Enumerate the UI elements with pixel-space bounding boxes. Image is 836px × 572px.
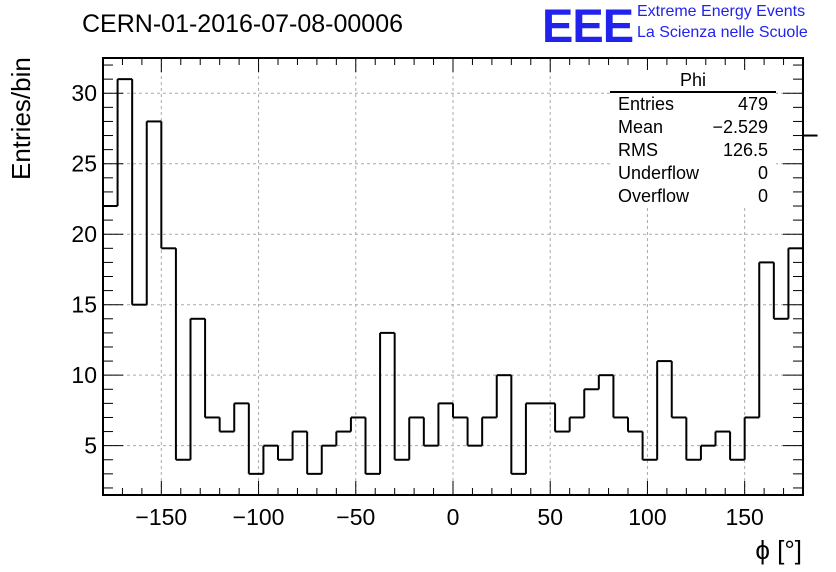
stats-row-overflow: Overflow 0 <box>610 185 776 208</box>
stats-value: 0 <box>757 163 768 183</box>
stats-value: 0 <box>757 186 768 206</box>
x-tick-label: 0 <box>447 504 460 530</box>
run-title: CERN-01-2016-07-08-00006 <box>82 10 404 38</box>
stats-label: Mean <box>618 117 664 137</box>
x-tick-label: 100 <box>628 504 666 530</box>
x-tick-label: −150 <box>135 504 187 530</box>
y-tick-label: 30 <box>71 80 97 106</box>
eee-logo: EEE <box>542 0 634 52</box>
x-tick-label: 150 <box>725 504 763 530</box>
x-tick-label: −50 <box>336 504 375 530</box>
x-tick-label: 50 <box>537 504 563 530</box>
stats-row-underflow: Underflow 0 <box>610 162 776 185</box>
stats-value: 479 <box>737 94 768 114</box>
x-tick-label: −100 <box>233 504 285 530</box>
stats-label: Overflow <box>618 186 690 206</box>
stats-value: −2.529 <box>712 117 768 137</box>
stats-row-rms: RMS 126.5 <box>610 139 776 162</box>
y-tick-label: 10 <box>71 362 97 388</box>
stats-row-entries: Entries 479 <box>610 93 776 116</box>
logo-subtitle-2: La Scienza nelle Scuole <box>637 24 808 41</box>
x-axis-label: ϕ [°] <box>755 535 802 565</box>
stats-label: Entries <box>618 94 675 114</box>
stats-box: Phi Entries 479 Mean −2.529 RMS 126.5 Un… <box>610 70 776 208</box>
y-tick-label: 15 <box>71 292 97 318</box>
y-tick-label: 20 <box>71 221 97 247</box>
stats-row-mean: Mean −2.529 <box>610 116 776 139</box>
axis-ticks: −150 −100 −50 0 50 100 150 5 10 15 20 25 30 <box>71 58 804 530</box>
logo-subtitle-1: Extreme Energy Events <box>637 3 806 20</box>
y-axis-label: Entries/bin <box>6 57 36 180</box>
stats-label: RMS <box>618 140 658 160</box>
stats-title: Phi <box>610 70 776 93</box>
y-tick-label: 25 <box>71 151 97 177</box>
y-tick-label: 5 <box>84 433 97 459</box>
stats-label: Underflow <box>618 163 700 183</box>
histogram-bars <box>102 78 818 495</box>
stats-value: 126.5 <box>722 140 768 160</box>
